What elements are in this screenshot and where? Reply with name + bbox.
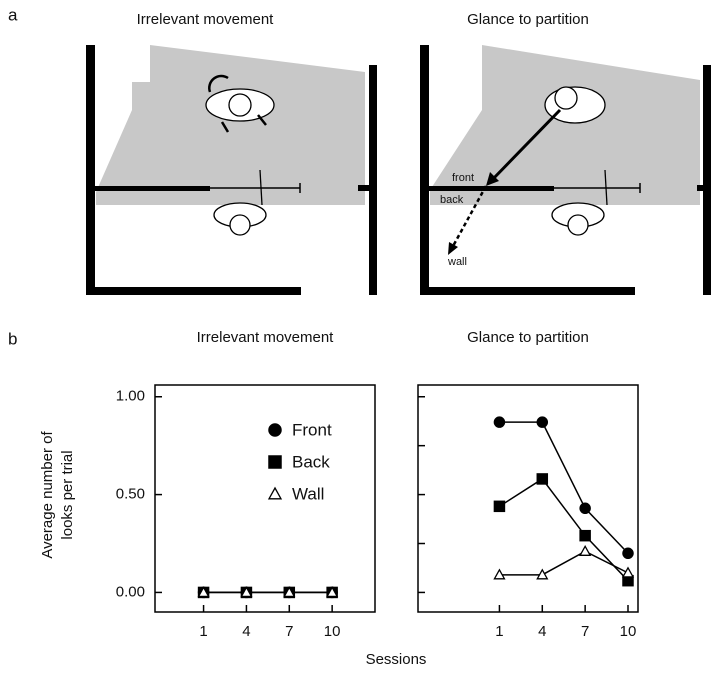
annotation: front [452,172,474,184]
plot-frame [154,384,376,613]
y-axis-label: Average number of looks per trial [39,431,76,559]
marker [621,566,635,578]
marker [240,586,253,598]
annotation: back [440,194,464,206]
marker [326,586,339,598]
marker [197,586,210,598]
chart-title: Glance to partition [467,329,589,346]
marker [536,568,549,580]
y-tick-label: 1.00 [116,388,145,405]
legend-label: Front [292,420,332,439]
marker [283,586,296,598]
x-tick-label: 4 [242,623,250,640]
marker [579,502,591,515]
marker [493,568,506,580]
y-axis-label-line: Average number of [39,431,56,559]
series-line [499,550,629,576]
diagram-title: Glance to partition [467,11,589,28]
series-line [499,421,629,554]
marker [493,416,506,428]
legend-marker [268,455,282,469]
legend-marker [267,486,283,500]
y-tick-label: 0.00 [116,583,145,600]
legend-marker [268,423,282,437]
series-line [499,477,629,582]
x-tick-label: 7 [581,623,589,640]
x-tick-label: 1 [495,623,503,640]
marker [622,547,634,560]
marker [579,529,591,542]
diagram-title: Irrelevant movement [137,11,275,28]
x-tick-label: 1 [199,623,207,640]
x-tick-label: 10 [324,623,341,640]
room-left [86,45,377,295]
room-right [420,45,711,295]
panel-label: b [8,329,17,348]
marker [536,473,549,485]
x-tick-label: 4 [538,623,546,640]
marker [579,544,592,556]
plot-frame [417,384,639,613]
y-axis-label-line: looks per trial [59,450,76,539]
marker [493,500,506,513]
x-axis-label: Sessions [366,651,427,668]
panel-label: a [8,5,18,24]
x-tick-label: 10 [620,623,637,640]
marker [536,416,549,428]
x-tick-label: 7 [285,623,293,640]
legend-label: Wall [292,484,324,503]
legend-label: Back [292,452,330,471]
chart-title: Irrelevant movement [197,329,335,346]
y-tick-label: 0.50 [116,486,145,503]
annotation: wall [447,256,467,268]
